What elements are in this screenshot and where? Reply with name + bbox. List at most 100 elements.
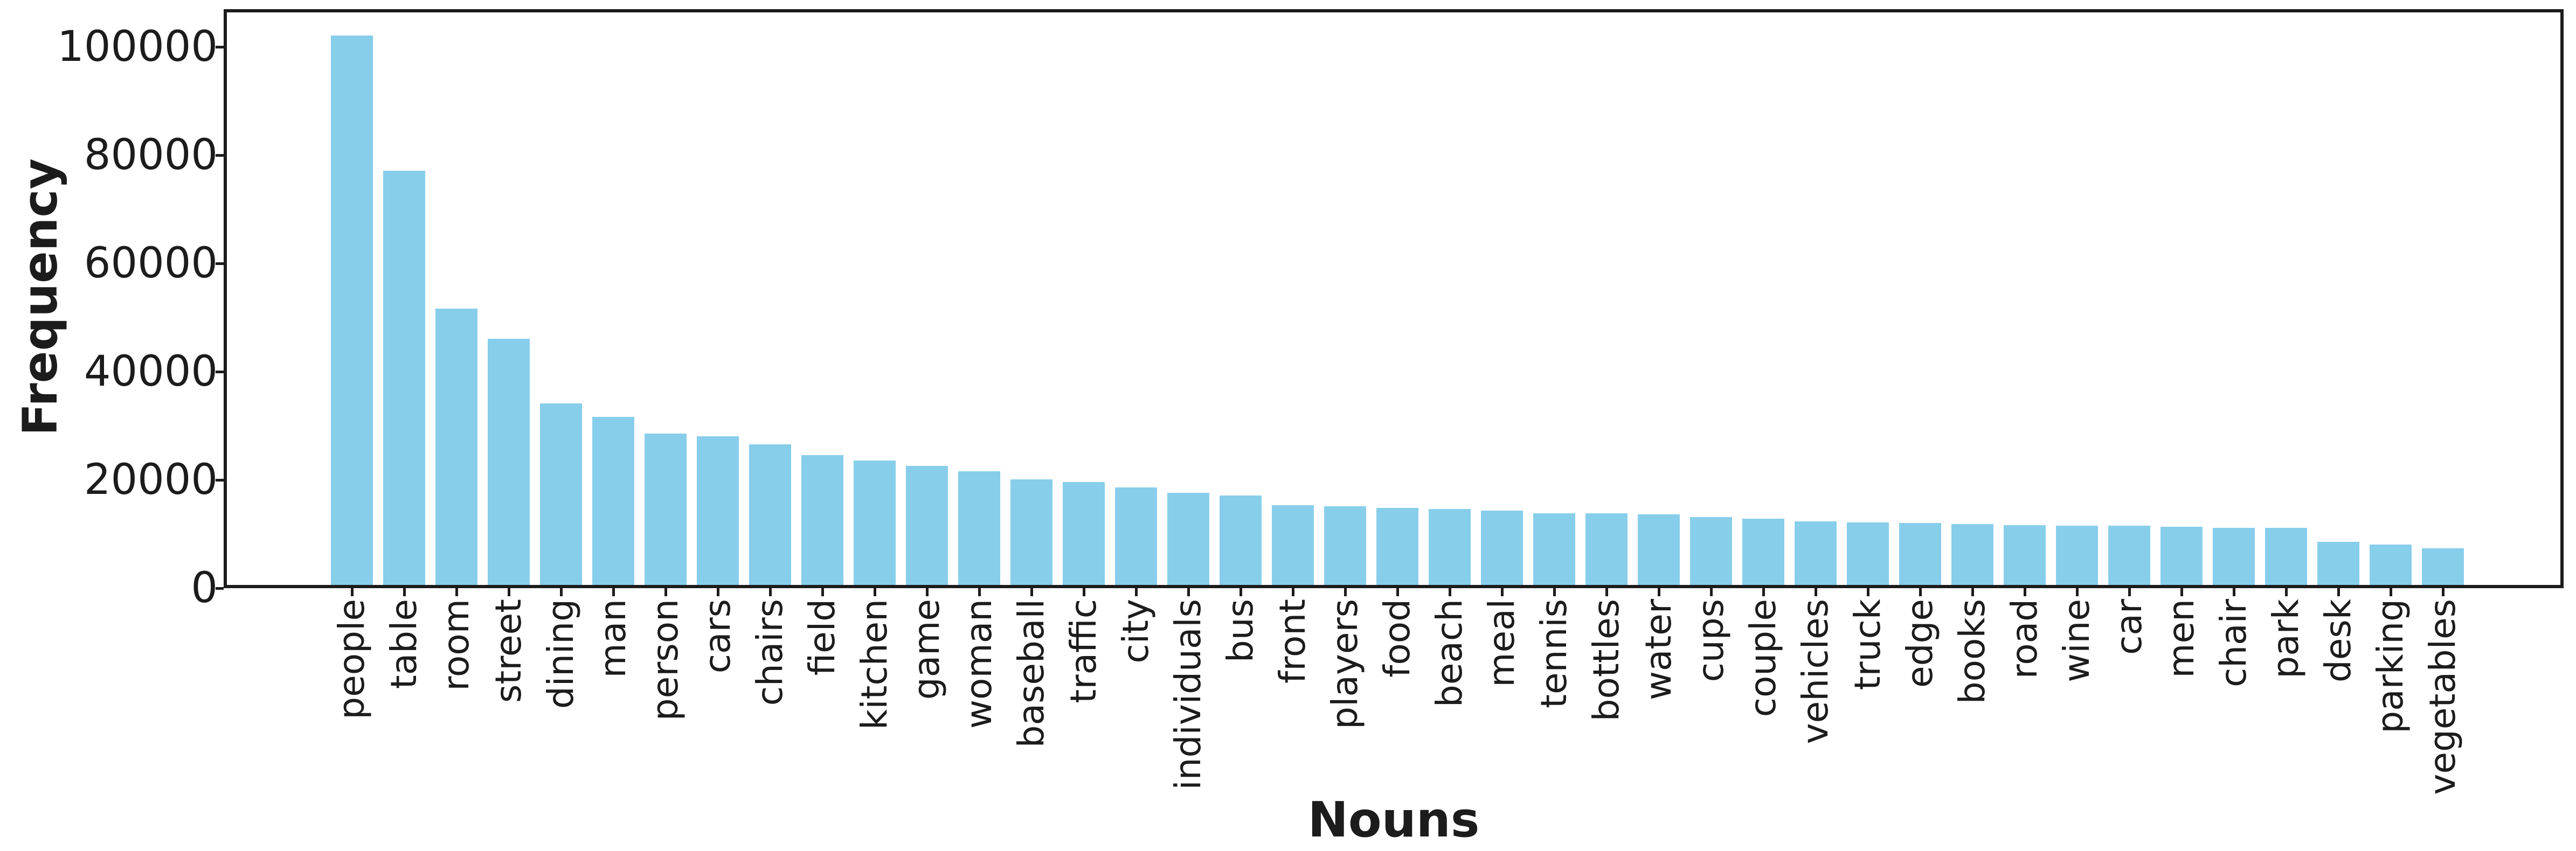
x-tick-label-text: bus — [1220, 599, 1261, 663]
x-tick-label-text: vehicles — [1795, 599, 1836, 744]
y-tick-mark — [216, 262, 224, 265]
bar-parking — [2370, 545, 2412, 585]
x-tick-label-text: wine — [2056, 599, 2097, 682]
x-tick-label-men: men — [2160, 599, 2202, 680]
x-tick-label-room: room — [435, 599, 477, 693]
x-tick-label-text: people — [331, 599, 372, 720]
x-tick-mark — [1657, 588, 1660, 596]
y-tick-label-40000: 40000 — [84, 347, 218, 396]
x-tick-label-woman: woman — [958, 599, 1000, 731]
x-tick-mark — [1814, 588, 1817, 596]
x-tick-label-text: woman — [958, 599, 1000, 729]
bar-desk — [2317, 542, 2359, 585]
x-tick-mark — [2075, 588, 2079, 596]
y-tick-mark — [216, 45, 224, 48]
bar-vehicles — [1795, 521, 1837, 585]
x-tick-mark — [1134, 588, 1138, 596]
x-tick-mark — [2389, 588, 2392, 596]
x-tick-label-front: front — [1272, 599, 1313, 686]
y-tick-mark — [216, 587, 224, 590]
x-tick-label-text: edge — [1899, 599, 1941, 688]
y-tick-label-20000: 20000 — [84, 456, 218, 504]
x-tick-mark — [768, 588, 772, 596]
x-tick-label-meal: meal — [1481, 599, 1522, 689]
x-tick-label-bottles: bottles — [1585, 599, 1627, 723]
x-tick-label-edge: edge — [1899, 599, 1941, 690]
x-tick-label-field: field — [801, 599, 843, 678]
plot-area — [224, 9, 2564, 588]
x-tick-mark — [455, 588, 458, 596]
bar-food — [1376, 508, 1418, 585]
x-tick-mark — [1448, 588, 1451, 596]
x-tick-mark — [1866, 588, 1869, 596]
bar-chair — [2213, 528, 2255, 585]
x-tick-label-food: food — [1376, 599, 1418, 680]
x-tick-mark — [1082, 588, 1085, 596]
x-tick-label-text: desk — [2317, 599, 2359, 683]
bar-woman — [958, 471, 1000, 585]
x-tick-label-text: water — [1638, 599, 1679, 701]
x-tick-mark — [2441, 588, 2445, 596]
x-tick-label-parking: parking — [2370, 599, 2411, 736]
bar-water — [1638, 514, 1680, 585]
bar-cars — [697, 436, 739, 585]
bar-truck — [1847, 522, 1889, 585]
x-tick-mark — [507, 588, 510, 596]
x-tick-label-text: beach — [1429, 599, 1470, 708]
x-tick-label-text: cars — [697, 599, 738, 674]
bar-man — [592, 417, 634, 585]
x-tick-label-text: chair — [2213, 599, 2254, 688]
x-tick-label-text: parking — [2370, 599, 2411, 734]
x-tick-mark — [716, 588, 719, 596]
x-tick-label-text: front — [1272, 599, 1313, 684]
x-tick-label-individuals: individuals — [1167, 599, 1209, 792]
x-tick-mark — [2128, 588, 2131, 596]
x-tick-label-text: food — [1376, 599, 1418, 678]
bar-books — [1951, 524, 1993, 585]
x-tick-label-vehicles: vehicles — [1795, 599, 1836, 746]
bar-table — [383, 171, 425, 585]
x-tick-label-baseball: baseball — [1010, 599, 1052, 750]
x-tick-label-text: field — [801, 599, 843, 676]
x-tick-label-text: men — [2160, 599, 2202, 678]
x-tick-label-text: truck — [1847, 599, 1888, 690]
x-tick-label-text: individuals — [1167, 599, 1209, 790]
bar-baseball — [1010, 479, 1052, 585]
x-tick-mark — [403, 588, 406, 596]
x-tick-mark — [559, 588, 563, 596]
x-tick-label-text: kitchen — [854, 599, 895, 730]
bar-front — [1272, 505, 1314, 585]
x-tick-label-beach: beach — [1429, 599, 1470, 709]
x-tick-mark — [1605, 588, 1608, 596]
x-tick-label-text: couple — [1742, 599, 1784, 717]
x-tick-label-text: room — [435, 599, 477, 691]
x-tick-label-text: meal — [1481, 599, 1522, 687]
x-axis-title-text: Nouns — [1307, 792, 1480, 848]
x-tick-label-text: road — [2004, 599, 2045, 679]
x-tick-label-cups: cups — [1690, 599, 1732, 684]
bar-room — [435, 309, 477, 585]
bar-car — [2108, 526, 2150, 585]
x-tick-label-text: books — [1951, 599, 1993, 704]
bar-wine — [2056, 526, 2098, 585]
bar-traffic — [1063, 482, 1105, 585]
x-tick-mark — [2337, 588, 2340, 596]
x-tick-label-person: person — [645, 599, 686, 723]
bar-city — [1115, 487, 1157, 585]
x-tick-mark — [350, 588, 354, 596]
x-tick-label-chair: chair — [2213, 599, 2254, 689]
y-tick-label-100000: 100000 — [57, 23, 218, 71]
x-tick-label-tennis: tennis — [1533, 599, 1575, 710]
x-tick-mark — [2284, 588, 2288, 596]
y-tick-label-60000: 60000 — [84, 239, 218, 288]
x-tick-label-text: person — [645, 599, 686, 721]
x-tick-mark — [612, 588, 615, 596]
x-tick-label-text: city — [1115, 599, 1157, 664]
x-tick-label-text: chairs — [749, 599, 791, 706]
x-tick-label-text: cups — [1690, 599, 1732, 682]
bar-couple — [1742, 519, 1784, 585]
bar-cups — [1690, 517, 1732, 585]
x-tick-mark — [821, 588, 824, 596]
x-tick-label-cars: cars — [697, 599, 738, 675]
x-tick-mark — [1187, 588, 1190, 596]
